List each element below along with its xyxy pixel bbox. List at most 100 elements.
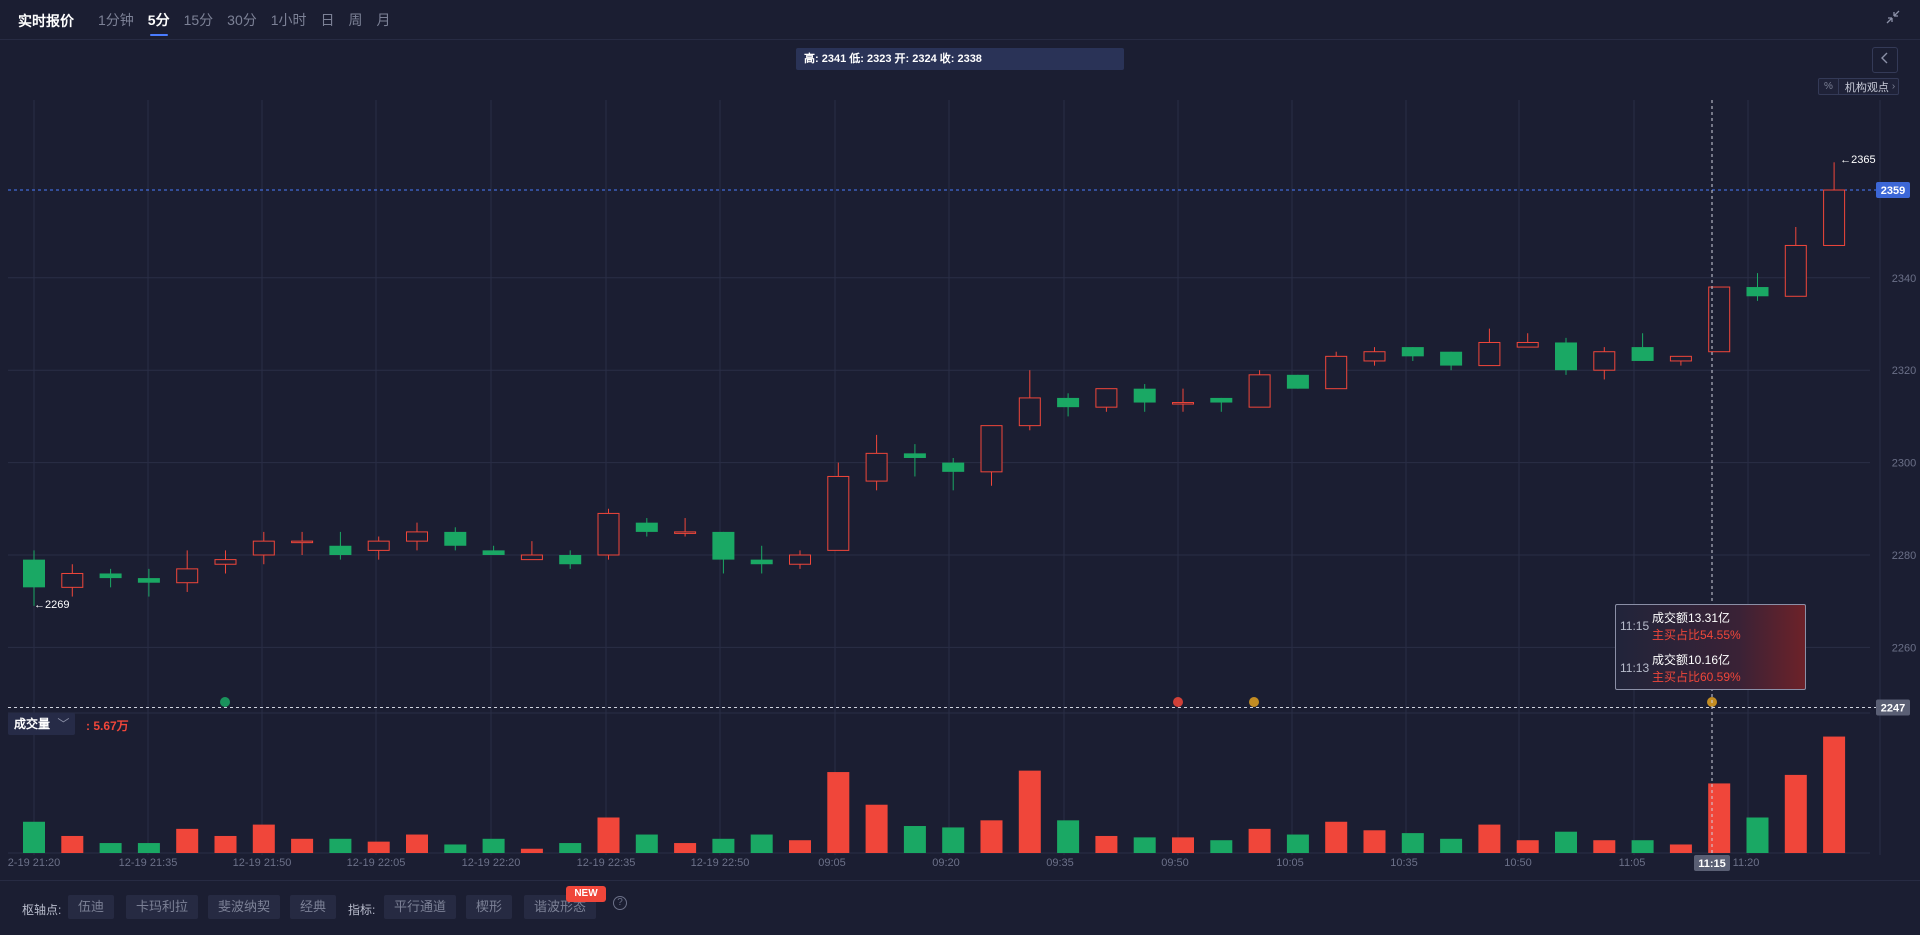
- volume-bar: [61, 835, 84, 853]
- y-tick-label: 2340: [1892, 273, 1916, 285]
- tab-period-5min[interactable]: 5分: [148, 10, 170, 36]
- tooltip-row: 11:15 成交额13.31亿 主买占比54.55%: [1616, 605, 1805, 645]
- x-tick-label: 12-19 21:50: [233, 857, 292, 869]
- volume-bar: [1478, 824, 1501, 853]
- candle-body: [1478, 341, 1501, 367]
- volume-bar: [1286, 834, 1309, 853]
- candle-body: [1593, 351, 1616, 371]
- x-tick-label: 09:50: [1161, 857, 1189, 869]
- ohlc-info-bar: 高: 2341 低: 2323 开: 2324 收: 2338: [796, 48, 1124, 70]
- period-tabs: 1分钟 5分 15分 30分 1小时 日 周 月: [98, 10, 405, 36]
- trade-tooltip: 11:15 成交额13.31亿 主买占比54.55% 11:13 成交额10.1…: [1615, 604, 1806, 690]
- candle-body: [635, 522, 658, 532]
- chevron-left-icon[interactable]: [1872, 47, 1898, 73]
- volume-bar: [23, 821, 45, 853]
- candlestick-chart[interactable]: 2340 2320 2300 2280 2260 2359 ←2365 ←2269 2247 2-…: [0, 0, 1920, 880]
- tab-period-day[interactable]: 日: [320, 12, 335, 28]
- candle-body: [1248, 374, 1271, 408]
- current-price-label: 2359: [1881, 185, 1905, 197]
- candle-body: [367, 540, 390, 551]
- volume-bar: [789, 840, 811, 853]
- x-tick-label: 11:20: [1733, 857, 1760, 869]
- help-icon[interactable]: ?: [613, 896, 627, 910]
- tab-period-15min[interactable]: 15分: [183, 12, 214, 28]
- max-price-label: ←2365: [1840, 154, 1875, 166]
- event-marker-icon: [220, 697, 230, 707]
- x-tick-label: 10:50: [1504, 857, 1532, 869]
- volume-dropdown[interactable]: 成交量 ﹀: [8, 713, 76, 735]
- volume-bar: [252, 824, 275, 853]
- x-tick-label: 09:35: [1046, 857, 1074, 869]
- pivot-woodie-button[interactable]: 伍迪: [68, 895, 115, 919]
- candle-body: [176, 568, 199, 584]
- tooltip-buy-ratio: 主买占比60.59%: [1652, 670, 1741, 684]
- tab-period-1hour[interactable]: 1小时: [270, 12, 307, 28]
- wedge-button[interactable]: 楔形: [466, 895, 513, 919]
- volume-bar: [406, 834, 428, 853]
- institution-view-button[interactable]: % 机构观点 ›: [1818, 78, 1900, 95]
- institution-view-label: 机构观点: [1844, 81, 1889, 94]
- crosshair-price-badge: [1876, 699, 1910, 716]
- volume-bar: [942, 827, 965, 853]
- volume-bar: [444, 844, 467, 853]
- tab-period-week[interactable]: 周: [348, 12, 363, 28]
- event-marker-icon: [1249, 697, 1259, 707]
- x-tick-label: 12-19 22:50: [691, 857, 750, 869]
- volume-bar: [827, 772, 850, 853]
- crosshair-time-label: 11:15: [1698, 858, 1726, 870]
- volume-bar: [176, 828, 199, 853]
- volume-label: 成交量: [14, 717, 51, 731]
- candle-body: [291, 540, 314, 544]
- volume-bar: [1095, 835, 1118, 853]
- volume-bar: [1440, 838, 1463, 853]
- volume-bar: [1784, 774, 1807, 853]
- tab-period-1min[interactable]: 1分钟: [98, 12, 134, 28]
- candle-body: [1325, 355, 1348, 390]
- collapse-icon[interactable]: [1884, 10, 1902, 28]
- candle-body: [444, 531, 467, 546]
- candle-body: [1708, 286, 1731, 353]
- volume-bar: [1325, 821, 1348, 853]
- y-tick-label: 2320: [1892, 365, 1916, 377]
- x-tick-label: 12-19 21:35: [119, 857, 178, 869]
- volume-bar: [1363, 830, 1386, 853]
- candle-body: [1210, 397, 1233, 403]
- candle-body: [99, 573, 122, 579]
- candle-body: [559, 555, 582, 565]
- x-tick-label: 11:05: [1619, 857, 1646, 869]
- volume-bar: [750, 834, 773, 853]
- volume-bar: [1057, 820, 1080, 853]
- tooltip-row: 11:13 成交额10.16亿 主买占比60.59%: [1616, 647, 1805, 687]
- candle-body: [1363, 351, 1386, 362]
- parallel-channel-button[interactable]: 平行通道: [384, 895, 457, 919]
- candle-body: [1057, 397, 1080, 408]
- volume-bar: [903, 826, 926, 853]
- x-tick-label: 12-19 22:05: [347, 857, 406, 869]
- pivot-classic-button[interactable]: 经典: [290, 895, 337, 919]
- candle-body: [750, 559, 773, 565]
- tab-period-month[interactable]: 月: [376, 12, 391, 28]
- candle-body: [23, 559, 45, 588]
- candle-body: [406, 531, 428, 542]
- candle-body: [712, 531, 735, 560]
- event-marker-icon: [1173, 697, 1183, 707]
- top-toolbar: 实时报价 1分钟 5分 15分 30分 1小时 日 周 月: [0, 0, 1920, 40]
- candle-body: [137, 578, 160, 583]
- new-badge: NEW: [566, 886, 606, 902]
- candle-body: [329, 545, 352, 555]
- volume-bar: [1133, 837, 1156, 853]
- volume-bar: [329, 838, 352, 853]
- tab-period-30min[interactable]: 30分: [227, 12, 257, 28]
- volume-bar: [520, 848, 543, 853]
- x-tick-label: 12-19 22:35: [577, 857, 636, 869]
- candle-body: [520, 554, 543, 561]
- volume-bar: [1555, 831, 1577, 853]
- pivot-fibonacci-button[interactable]: 斐波纳契: [208, 895, 281, 919]
- pivot-camarilla-button[interactable]: 卡玛利拉: [126, 895, 199, 919]
- candle-body: [1555, 342, 1577, 371]
- volume-bar: [1401, 833, 1424, 853]
- volume-bar: [1172, 837, 1194, 853]
- candle-body: [1631, 347, 1654, 361]
- candle-body: [789, 554, 811, 565]
